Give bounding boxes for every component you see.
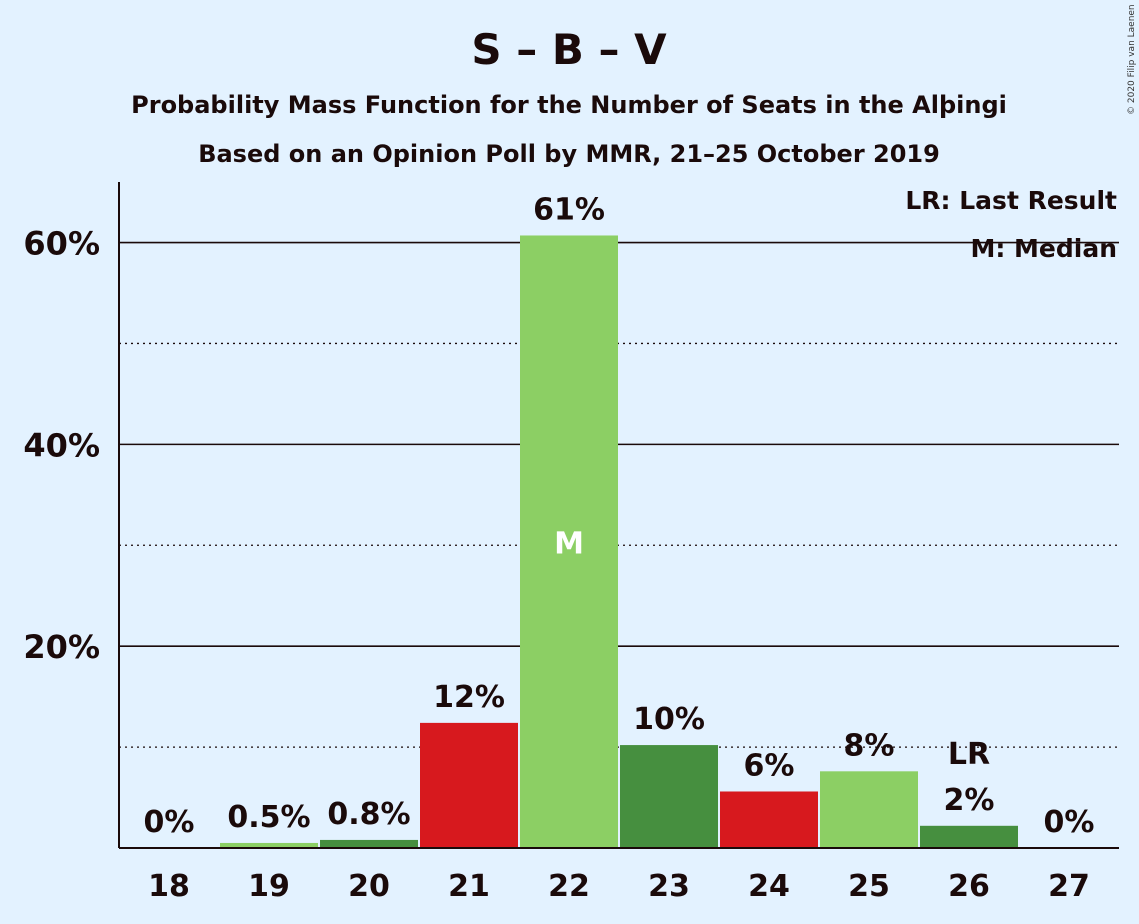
bar-25 [820,771,918,848]
bar-23 [620,745,718,848]
bar-20 [320,839,418,848]
chart-subtitle-poll: Based on an Opinion Poll by MMR, 21–25 O… [198,140,940,168]
legend-last-result: LR: Last Result [905,186,1117,215]
x-tick-label-26: 26 [948,869,990,904]
value-label-24: 6% [744,748,795,783]
bar-24 [720,791,818,848]
copyright-notice: © 2020 Filip van Laenen [1127,4,1137,115]
bar-21 [420,722,518,848]
bars [220,235,1018,848]
chart-subtitle: Probability Mass Function for the Number… [131,91,1007,119]
legend: LR: Last Result M: Median [905,186,1117,263]
bar-26 [920,825,1018,848]
gridlines [119,241,1119,748]
x-tick-label-21: 21 [448,869,490,904]
value-label-19: 0.5% [227,800,310,835]
last-result-marker: LR [948,737,990,772]
markers: M LR [554,527,990,772]
value-label-26: 2% [944,783,995,818]
y-axis-labels: 20% 40% 60% [23,225,100,667]
x-axis-labels: 18 19 20 21 22 23 24 25 26 27 [148,869,1090,904]
y-tick-label: 40% [23,426,100,464]
legend-median: M: Median [970,234,1117,263]
value-label-20: 0.8% [327,797,410,832]
x-tick-label-20: 20 [348,869,390,904]
bar-22 [520,235,618,848]
y-tick-label: 20% [23,628,100,666]
chart-title: S – B – V [471,25,667,74]
value-label-21: 12% [433,680,505,715]
axes [118,182,1119,849]
value-label-18: 0% [144,805,195,840]
value-label-22: 61% [533,192,605,227]
value-label-25: 8% [844,728,895,763]
value-labels: 0% 0.5% 0.8% 12% 61% 10% 6% 8% 2% 0% [144,192,1095,840]
x-tick-label-19: 19 [248,869,290,904]
x-tick-label-23: 23 [648,869,690,904]
y-tick-label: 60% [23,225,100,263]
median-marker: M [554,527,584,562]
value-label-27: 0% [1044,805,1095,840]
x-tick-label-18: 18 [148,869,190,904]
bar-19 [220,842,318,848]
x-tick-label-25: 25 [848,869,890,904]
value-label-23: 10% [633,702,705,737]
x-tick-label-22: 22 [548,869,590,904]
x-tick-label-24: 24 [748,869,790,904]
x-tick-label-27: 27 [1048,869,1090,904]
